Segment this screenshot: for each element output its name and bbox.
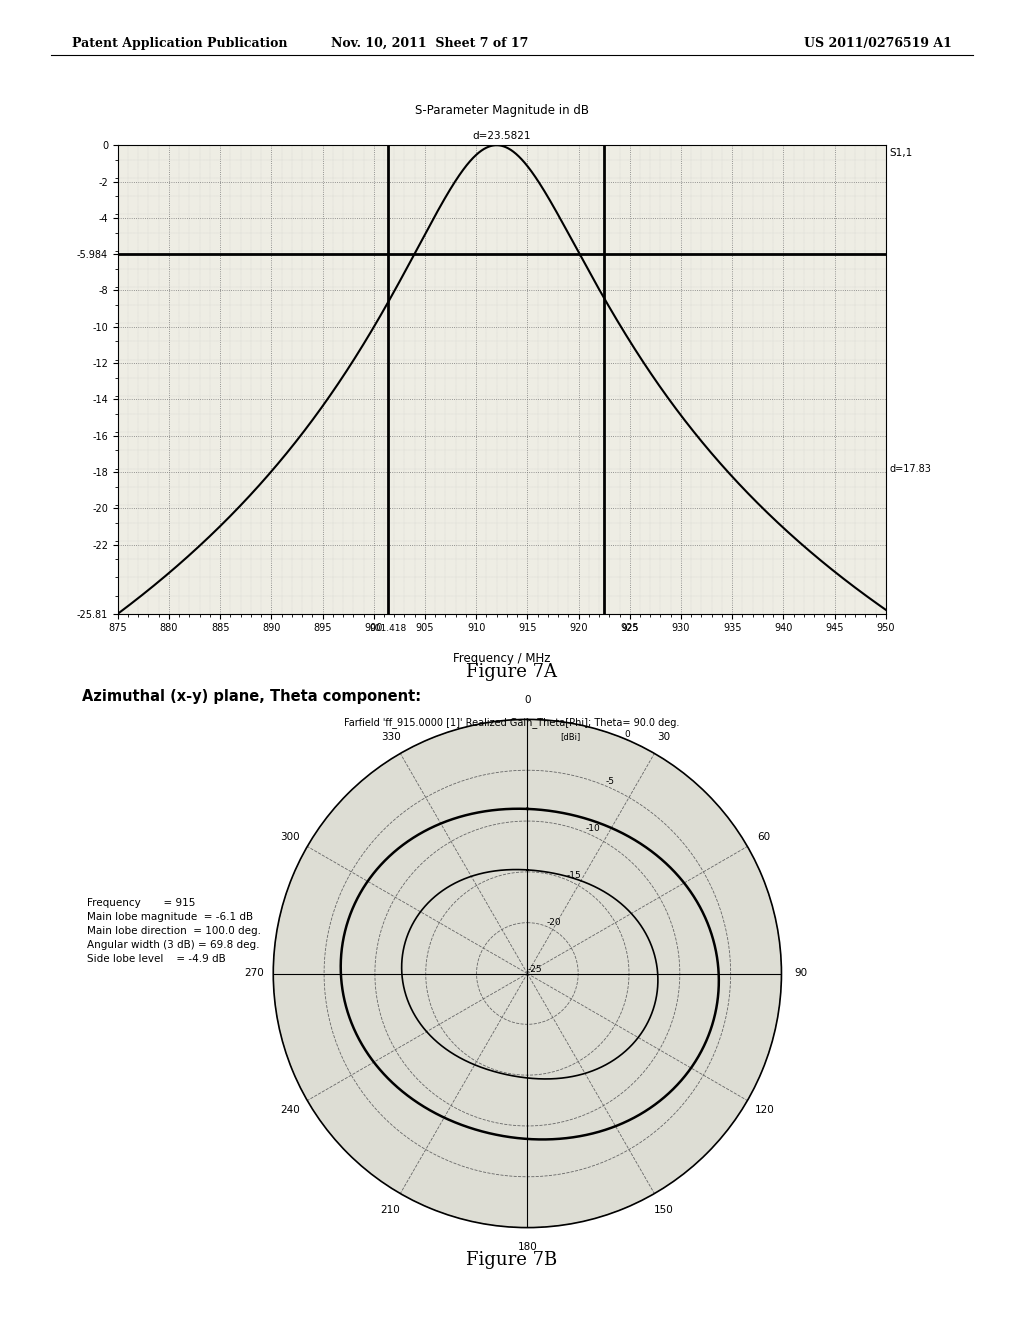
Text: Frequency       = 915
Main lobe magnitude  = -6.1 dB
Main lobe direction  = 100.: Frequency = 915 Main lobe magnitude = -6… (87, 898, 261, 964)
X-axis label: Frequency / MHz: Frequency / MHz (453, 652, 551, 665)
Text: S-Parameter Magnitude in dB: S-Parameter Magnitude in dB (415, 104, 589, 117)
Text: d=17.83: d=17.83 (890, 463, 932, 474)
Text: d=23.5821: d=23.5821 (472, 131, 531, 140)
Text: 901.418: 901.418 (370, 624, 407, 634)
Text: US 2011/0276519 A1: US 2011/0276519 A1 (805, 37, 952, 50)
Text: [dBi]: [dBi] (560, 733, 581, 742)
Text: Figure 7A: Figure 7A (467, 663, 557, 681)
Text: Patent Application Publication: Patent Application Publication (72, 37, 287, 50)
Text: Figure 7B: Figure 7B (466, 1251, 558, 1270)
Text: Nov. 10, 2011  Sheet 7 of 17: Nov. 10, 2011 Sheet 7 of 17 (332, 37, 528, 50)
Text: S1,1: S1,1 (890, 148, 912, 157)
Text: Azimuthal (x-y) plane, Theta component:: Azimuthal (x-y) plane, Theta component: (82, 689, 421, 704)
Text: 925: 925 (622, 624, 638, 634)
Text: Farfield 'ff_915.0000 [1]' Realized Gain_Theta[Phi]; Theta= 90.0 deg.: Farfield 'ff_915.0000 [1]' Realized Gain… (344, 717, 680, 727)
